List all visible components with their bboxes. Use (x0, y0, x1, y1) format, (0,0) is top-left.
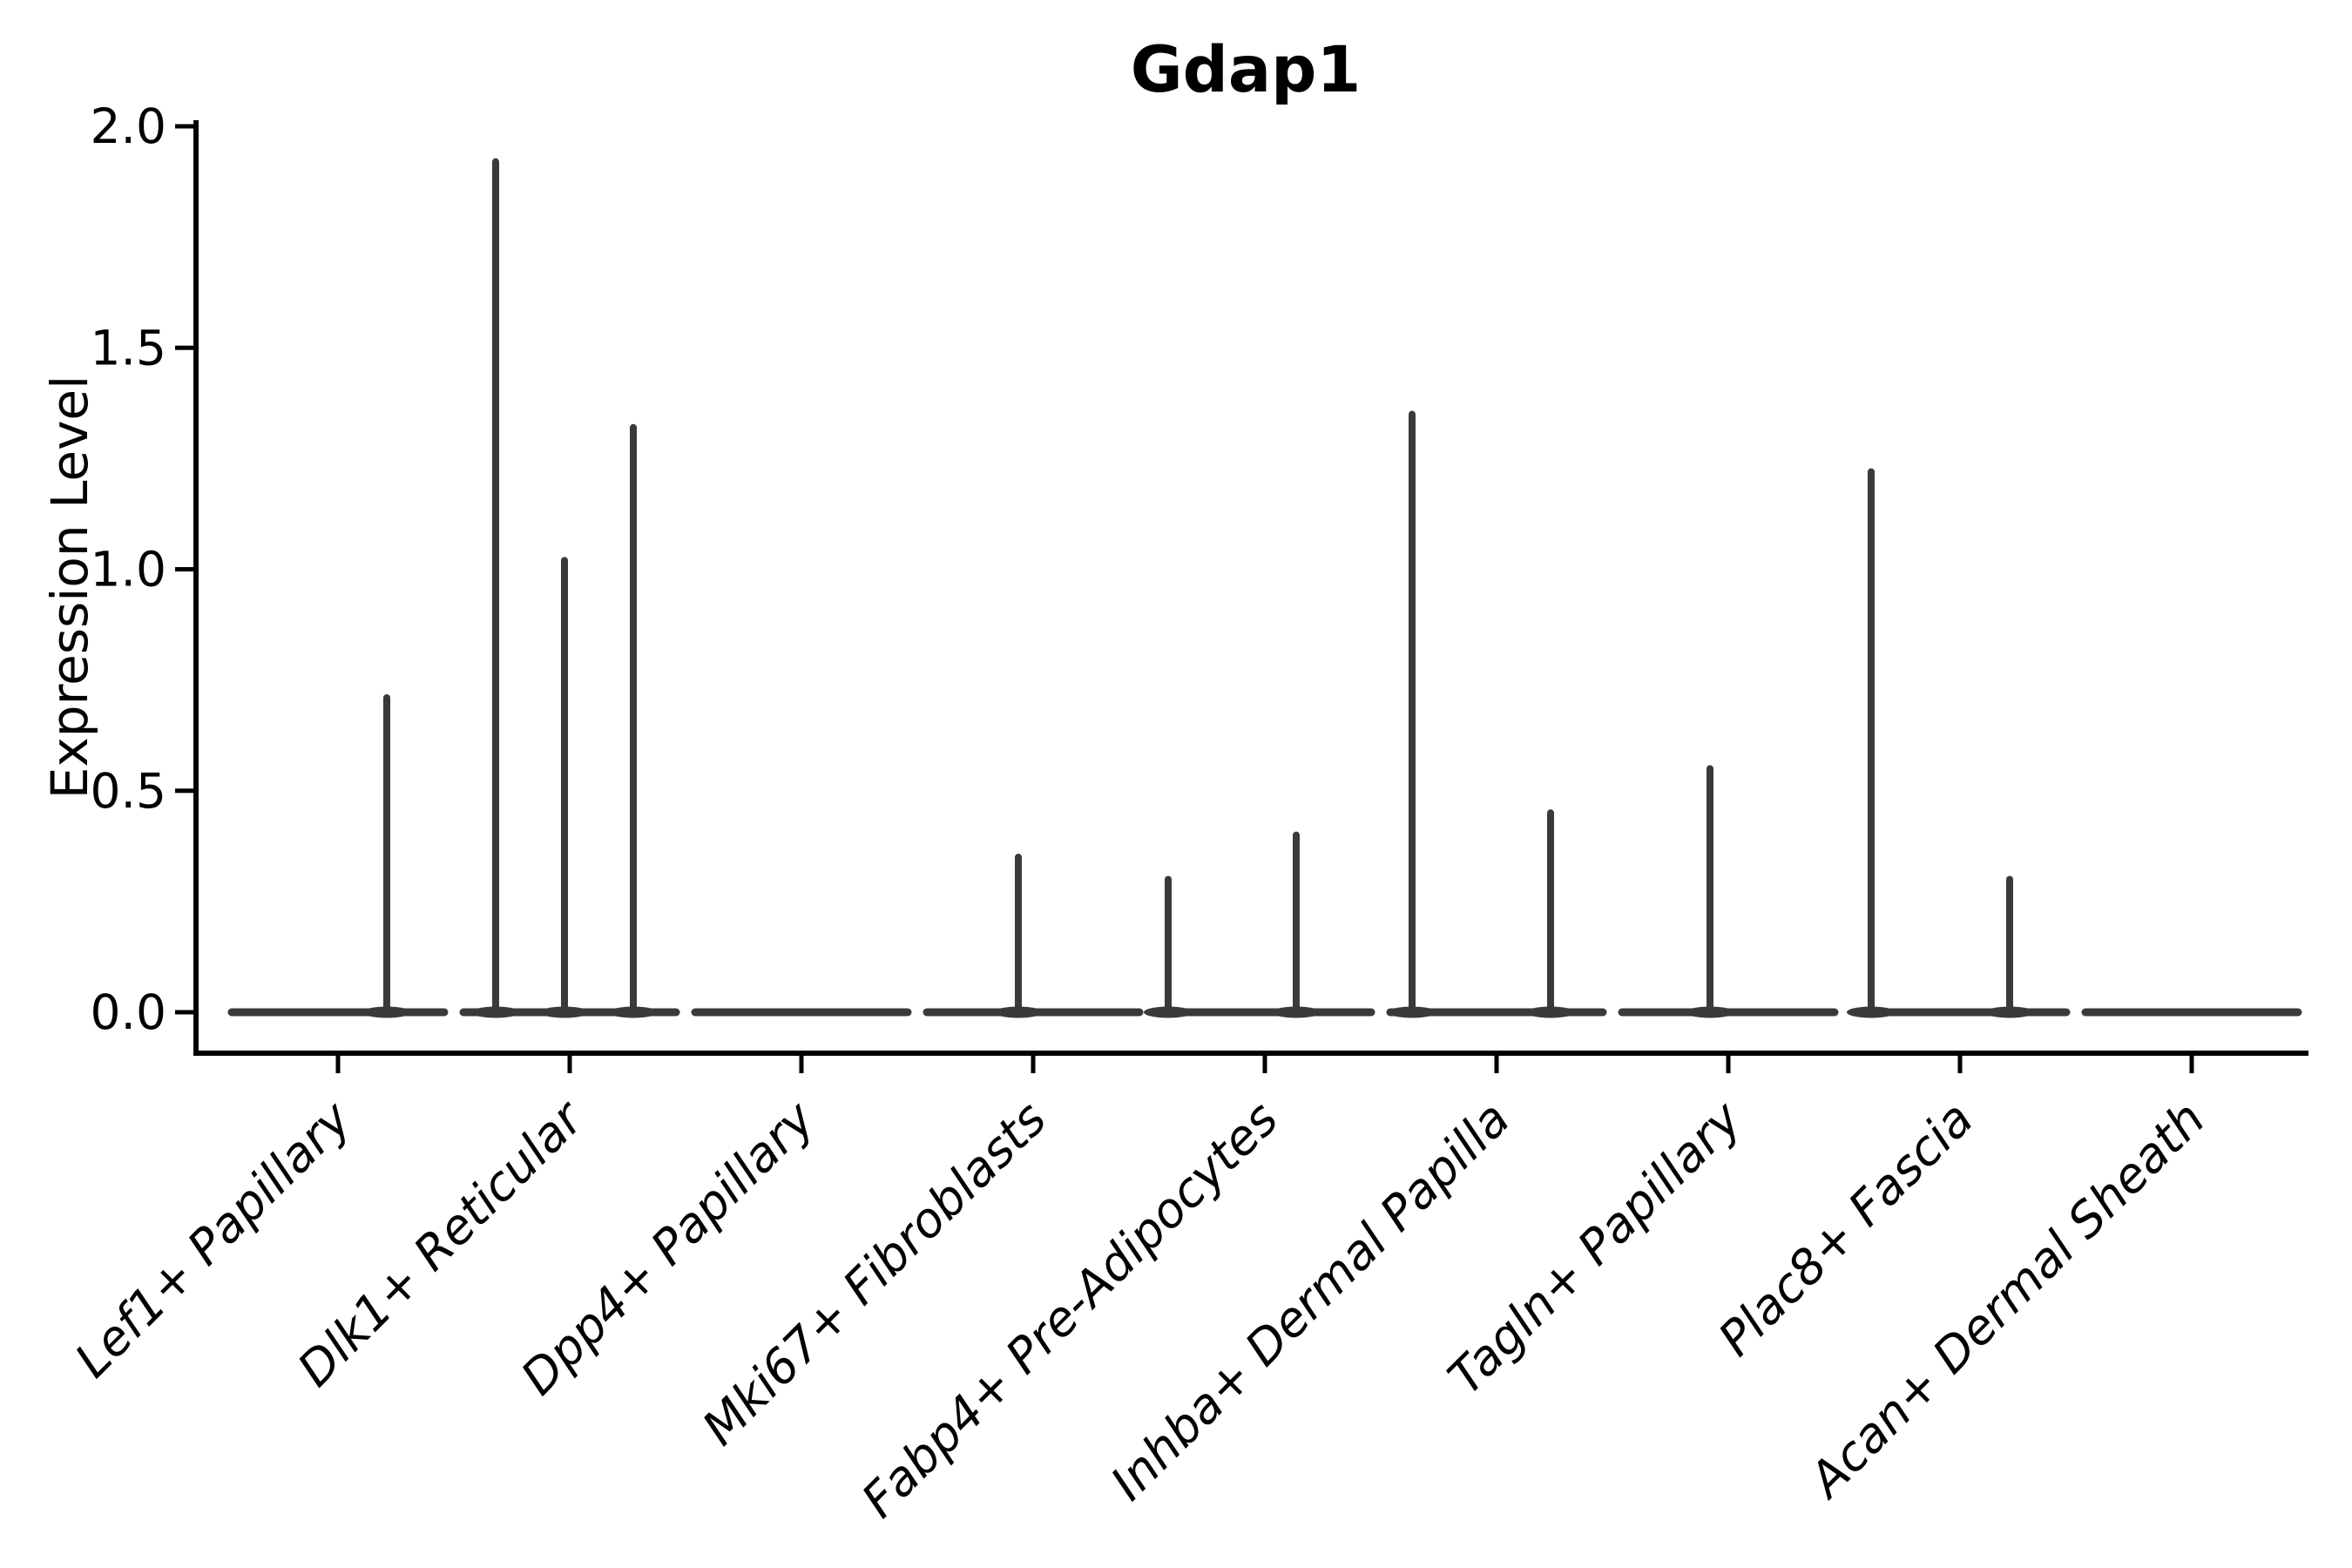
x-tick-label: Acan+ Dermal Sheath (1797, 1091, 2216, 1510)
y-tick-label: 0.0 (91, 984, 166, 1040)
y-tick-label: 1.5 (91, 320, 166, 375)
x-tick-label: Fabp4+ Pre-Adipocytes (851, 1091, 1288, 1528)
violin-series-group (227, 158, 2302, 1018)
y-axis-label: Expression Level (40, 375, 99, 799)
y-tick-label: 0.5 (91, 763, 166, 819)
y-tick-label: 2.0 (91, 98, 166, 154)
y-axis-ticks: 0.0 0.5 1.0 1.5 2.0 (91, 98, 196, 1040)
y-tick-label: 1.0 (91, 542, 166, 598)
chart-title: Gdap1 (1131, 33, 1361, 107)
x-tick-label: Inhba+ Dermal Papilla (1100, 1091, 1520, 1511)
axis-spines (193, 120, 2308, 1056)
